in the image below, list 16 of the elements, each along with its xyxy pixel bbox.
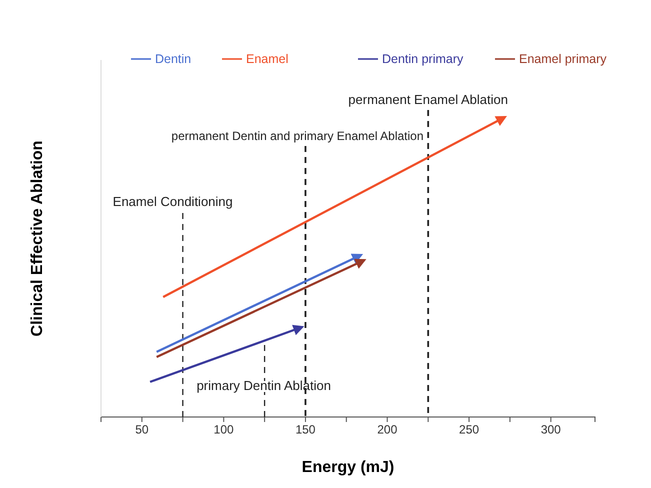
x-tick-label: 50: [135, 422, 149, 437]
ref-line-label: permanent Dentin and primary Enamel Ablation: [171, 129, 424, 143]
legend-label: Dentin primary: [382, 52, 464, 66]
legend-label: Dentin: [155, 52, 192, 66]
x-tick-label: 250: [459, 422, 480, 437]
ref-line-label: permanent Enamel Ablation: [348, 92, 508, 107]
x-tick-label: 100: [214, 422, 234, 437]
x-axis-title: Energy (mJ): [302, 459, 394, 476]
ref-line-label: primary Dentin Ablation: [196, 378, 331, 393]
y-axis-title: Clinical Effective Ablation: [29, 140, 46, 336]
legend-label: Enamel: [246, 52, 288, 66]
x-tick-label: 300: [540, 422, 562, 437]
legend-label: Enamel primary: [519, 52, 608, 66]
x-tick-label: 200: [377, 422, 398, 437]
x-tick-label: 150: [295, 422, 316, 437]
ref-line-label: Enamel Conditioning: [112, 194, 233, 209]
